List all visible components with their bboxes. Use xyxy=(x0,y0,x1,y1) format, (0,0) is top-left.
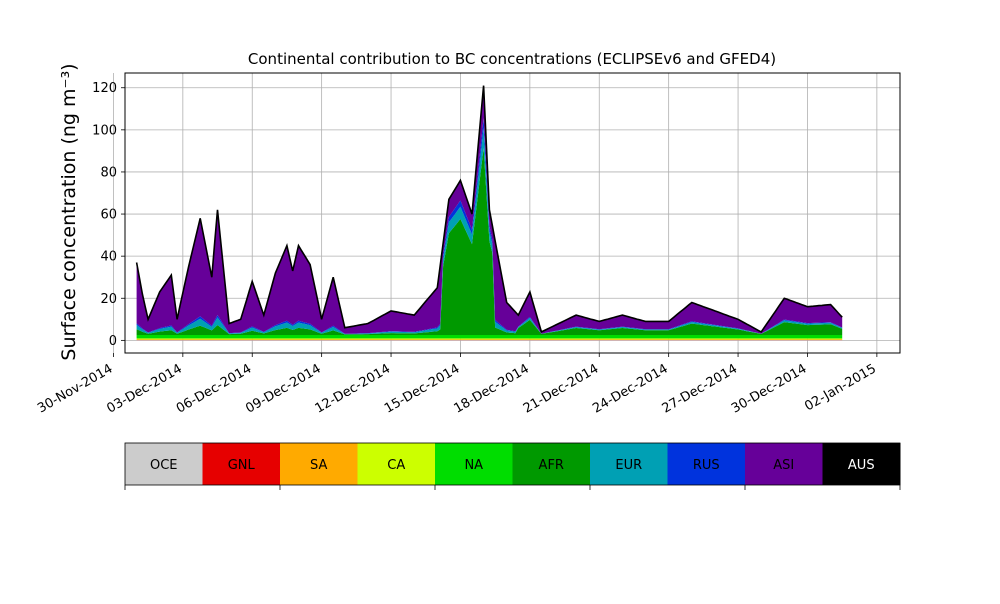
x-tick-label: 09-Dec-2014 xyxy=(243,361,323,416)
x-tick-label: 06-Dec-2014 xyxy=(174,361,254,416)
x-tick-label: 30-Nov-2014 xyxy=(35,361,115,416)
x-tick-label: 21-Dec-2014 xyxy=(521,361,601,416)
x-tick-label: 12-Dec-2014 xyxy=(313,361,393,416)
legend-label-gnl: GNL xyxy=(228,458,256,473)
legend-label-ca: CA xyxy=(387,458,405,473)
legend-label-afr: AFR xyxy=(539,458,564,473)
legend-label-asi: ASI xyxy=(773,458,794,473)
legend-label-na: NA xyxy=(464,458,483,473)
x-tick-label: 30-Dec-2014 xyxy=(729,361,809,416)
chart-title: Continental contribution to BC concentra… xyxy=(248,50,776,68)
y-axis-label: Surface concentration (ng m⁻³) xyxy=(58,63,80,360)
y-tick-label: 40 xyxy=(100,250,117,265)
x-tick-label: 15-Dec-2014 xyxy=(382,361,462,416)
area-na xyxy=(137,335,843,338)
y-ticks: 0 20 40 60 80 100 120 xyxy=(92,81,125,349)
y-tick-label: 120 xyxy=(92,81,117,96)
y-tick-label: 0 xyxy=(109,334,117,349)
area-afr xyxy=(137,148,843,335)
legend-label-sa: SA xyxy=(310,458,327,473)
legend-label-rus: RUS xyxy=(693,458,720,473)
legend-label-eur: EUR xyxy=(615,458,642,473)
legend-label-oce: OCE xyxy=(150,458,178,473)
x-tick-label: 02-Jan-2015 xyxy=(802,361,879,414)
y-tick-label: 80 xyxy=(100,165,117,180)
y-tick-label: 20 xyxy=(100,292,117,307)
x-tick-label: 18-Dec-2014 xyxy=(451,361,531,416)
y-tick-label: 100 xyxy=(92,123,117,138)
x-tick-label: 24-Dec-2014 xyxy=(590,361,670,416)
x-tick-label: 03-Dec-2014 xyxy=(104,361,184,416)
color-legend: OCE GNL SA CA NA AFR EUR RUS ASI AUS xyxy=(125,443,901,490)
legend-label-aus: AUS xyxy=(848,458,875,473)
x-ticks: 30-Nov-201403-Dec-201406-Dec-201409-Dec-… xyxy=(35,353,879,417)
y-tick-label: 60 xyxy=(100,208,117,223)
x-tick-label: 27-Dec-2014 xyxy=(660,361,740,416)
area-ca xyxy=(137,338,843,339)
